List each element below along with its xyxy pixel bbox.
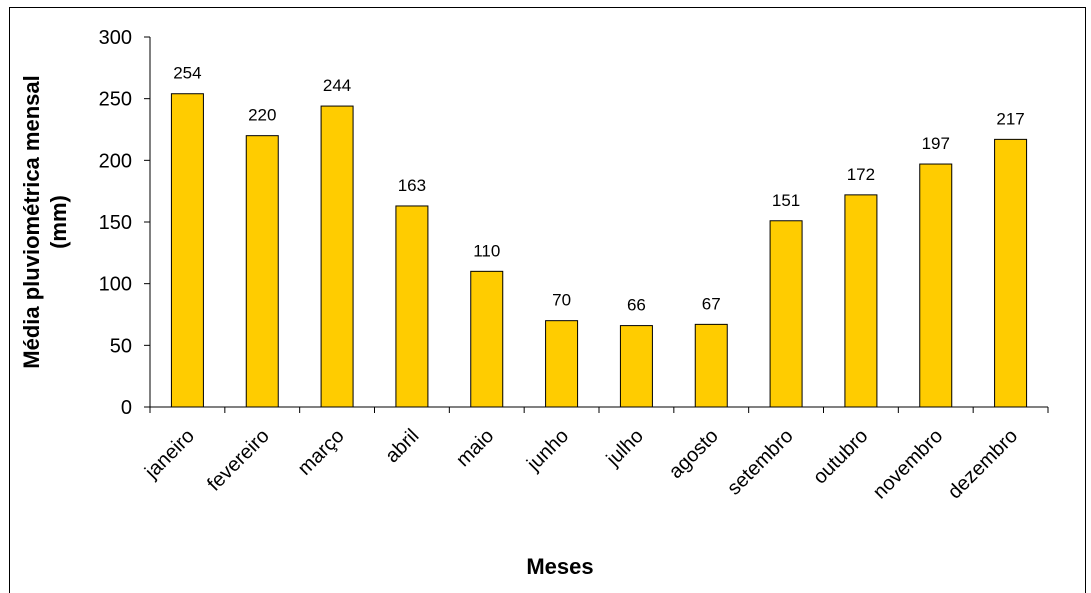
data-label: 110 <box>473 241 500 260</box>
category-label: maio <box>452 425 498 471</box>
data-label: 67 <box>702 294 721 313</box>
y-tick-label: 100 <box>99 274 132 296</box>
bar-janeiro <box>170 93 204 408</box>
y-axis: 0 50 100 150 200 250 300 <box>99 27 151 419</box>
bar-setembro <box>769 220 803 408</box>
category-label: dezembro <box>944 425 1022 503</box>
data-labels-group: 254 220 244 163 110 70 66 67 151 172 197 217 <box>173 64 1025 315</box>
data-label: 163 <box>398 176 426 195</box>
category-label: agosto <box>665 425 723 483</box>
data-label: 197 <box>922 134 950 153</box>
x-axis-title: Meses <box>526 554 593 579</box>
category-label: novembro <box>869 425 947 503</box>
data-label: 172 <box>847 165 875 184</box>
y-tick-label: 0 <box>121 397 132 419</box>
y-tick-label: 200 <box>99 150 132 172</box>
data-label: 220 <box>248 106 276 125</box>
bar-agosto <box>694 323 728 408</box>
data-label: 70 <box>552 291 571 310</box>
bar-março <box>320 105 354 408</box>
chart-frame <box>9 7 1086 593</box>
y-tick-label: 150 <box>99 212 132 234</box>
bar-novembro <box>919 163 953 408</box>
data-label: 217 <box>996 109 1024 128</box>
x-axis: janeiro fevereiro março abril maio junho julho… <box>140 406 1049 503</box>
y-tick-label: 50 <box>110 335 132 357</box>
category-label: abril <box>381 425 423 467</box>
bar-julho <box>619 325 653 408</box>
y-axis-title-line1: Média pluviométrica mensal <box>19 75 44 368</box>
category-label: junho <box>522 425 573 476</box>
bar-maio <box>470 270 504 408</box>
data-label: 244 <box>323 76 351 95</box>
data-label: 254 <box>173 64 201 83</box>
bars-group <box>170 93 1028 408</box>
y-axis-title-line2: (mm) <box>46 195 71 249</box>
y-tick-label: 300 <box>99 27 132 49</box>
data-label: 151 <box>772 191 800 210</box>
bar-junho <box>545 320 579 408</box>
y-tick-label: 250 <box>99 89 132 111</box>
category-label: março <box>294 425 349 480</box>
bar-abril <box>395 205 429 408</box>
bar-fevereiro <box>245 135 279 408</box>
bar-outubro <box>844 194 878 408</box>
axis-titles: Média pluviométrica mensal (mm) Meses <box>19 75 594 579</box>
category-label: janeiro <box>140 425 199 484</box>
category-label: fevereiro <box>203 425 274 496</box>
bar-dezembro <box>994 138 1028 408</box>
data-label: 66 <box>627 296 646 315</box>
category-label: outubro <box>809 425 873 489</box>
category-label: setembro <box>723 425 798 500</box>
category-label: julho <box>602 425 648 471</box>
